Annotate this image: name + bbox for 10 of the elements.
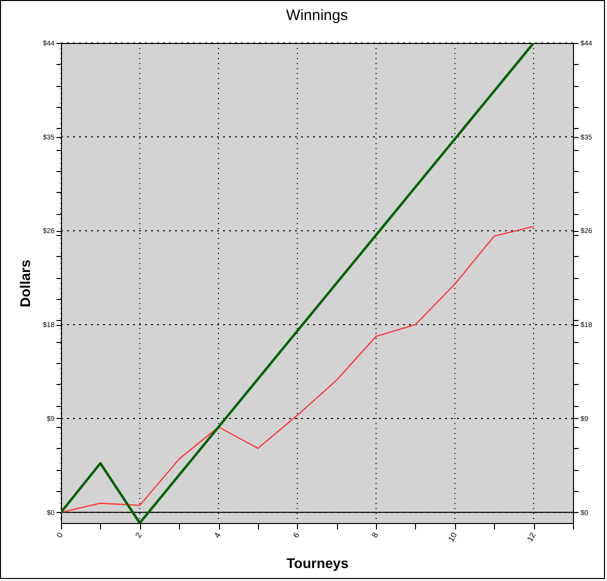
x-tick-label: 0 (54, 530, 66, 540)
x-tick-label: 6 (291, 530, 302, 540)
x-tick-label: 12 (525, 530, 538, 544)
x-axis-title: Tourneys (286, 555, 349, 572)
y-axis-title: Dollars (16, 260, 33, 308)
chart-title: Winnings (286, 7, 348, 24)
x-tick-label: 8 (370, 530, 380, 540)
x-tick-label: 2 (134, 530, 144, 540)
x-tick-label: 10 (446, 530, 460, 544)
x-tick-label: 4 (212, 530, 223, 540)
